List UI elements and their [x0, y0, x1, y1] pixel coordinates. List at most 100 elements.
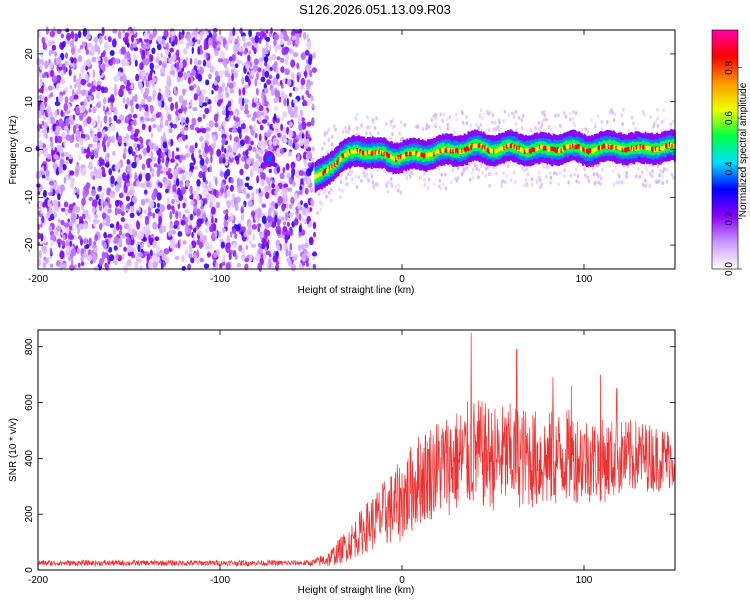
spectrogram-halo-cell — [498, 120, 501, 125]
spectrogram-noise-cell — [103, 41, 109, 51]
spectrogram-noise-cell — [144, 104, 149, 112]
spectrogram-signal-cell — [546, 145, 549, 150]
spectrogram-noise-cell — [95, 194, 100, 201]
spectrogram-halo-cell — [320, 202, 323, 207]
spectrogram-noise-cell — [253, 111, 258, 119]
spectrogram-signal-cell — [375, 151, 378, 156]
spectrogram-noise-cell — [98, 157, 103, 164]
spectrogram-noise-cell — [134, 59, 138, 67]
spectrogram-noise-cell — [233, 136, 240, 143]
spectrogram-noise-cell — [80, 78, 87, 86]
spectrogram-noise-cell — [252, 146, 257, 152]
spectrogram-noise-cell — [135, 73, 140, 82]
spectrogram-signal-cell — [639, 144, 642, 149]
spectrogram-noise-cell — [96, 131, 102, 139]
spectrogram-noise-cell — [91, 199, 98, 209]
spectrogram-noise-cell — [234, 63, 239, 68]
spectrogram-signal-cell — [412, 150, 415, 156]
spectrogram-halo-cell — [661, 181, 664, 186]
spectrogram-noise-cell — [212, 134, 216, 142]
spectrogram-noise-cell — [38, 88, 44, 94]
spectrogram-noise-cell — [146, 224, 150, 232]
spectrogram-noise-cell — [276, 73, 280, 80]
spectrogram-halo-cell — [563, 164, 567, 168]
spectrogram-halo-cell — [341, 129, 345, 134]
spectrogram-halo-cell — [553, 171, 556, 176]
spectrogram-noise-cell — [39, 63, 43, 71]
spectrogram-noise-cell — [86, 29, 90, 36]
spectrogram-noise-cell — [157, 163, 162, 171]
spectrogram-halo-cell — [434, 122, 438, 127]
spectrogram-noise-cell — [146, 182, 151, 187]
spectrogram-noise-cell — [282, 94, 288, 99]
spectrogram-noise-cell — [94, 234, 98, 242]
spectrogram-noise-cell — [114, 260, 118, 266]
spectrogram-halo-cell — [569, 117, 572, 122]
spectrogram-noise-cell — [197, 230, 202, 236]
spectrogram-noise-cell — [202, 175, 206, 183]
spectrogram-noise-cell — [224, 213, 229, 221]
spectrogram-noise-cell — [47, 40, 52, 47]
spectrogram-noise-cell — [125, 237, 132, 246]
spectrogram-noise-cell — [63, 201, 69, 208]
spectrogram-noise-cell — [231, 128, 237, 134]
spectrogram-noise-cell — [189, 85, 194, 91]
spectrogram-halo-cell — [503, 180, 507, 184]
spectrogram-signal-cell — [425, 152, 428, 158]
spectrogram-noise-cell — [312, 221, 317, 230]
spectrogram-noise-cell — [78, 112, 84, 121]
spectrogram-signal-cell — [542, 146, 545, 151]
spectrogram-halo-cell — [321, 191, 325, 196]
spectrogram-noise-cell — [213, 113, 219, 123]
spectrogram-noise-cell — [71, 259, 74, 267]
spectrogram-noise-cell — [167, 96, 173, 103]
spectrogram-halo-cell — [662, 118, 666, 123]
spectrogram-halo-cell — [372, 118, 375, 123]
spectrogram-noise-cell — [241, 248, 245, 256]
spectrogram-halo-cell — [403, 123, 406, 127]
spectrogram-signal-cell — [457, 149, 460, 154]
spectrogram-noise-cell — [309, 187, 314, 193]
spectrogram-noise-cell — [225, 168, 231, 177]
spectrogram-halo-cell — [339, 195, 342, 200]
spectrogram-halo-cell — [520, 126, 524, 131]
spectrogram-halo-cell — [387, 180, 390, 185]
spectrogram-noise-cell — [238, 88, 242, 96]
spectrogram-noise-cell — [148, 125, 152, 133]
spectrogram-noise-cell — [225, 245, 231, 253]
spectrogram-noise-cell — [113, 114, 118, 122]
spectrogram-halo-cell — [542, 117, 546, 122]
spectrogram-halo-cell — [454, 176, 458, 181]
spectrogram-noise-cell — [133, 46, 139, 52]
spectrogram-halo-cell — [608, 110, 612, 115]
spectrogram-noise-cell — [264, 61, 268, 67]
spectrogram-halo-cell — [339, 179, 343, 184]
spectrogram-noise-cell — [175, 211, 179, 220]
spectrogram-noise-cell — [189, 124, 195, 130]
spectrogram-noise-cell — [223, 63, 228, 69]
spectrogram-noise-cell — [157, 202, 160, 208]
spectrogram-noise-cell — [146, 162, 151, 169]
spectrogram-noise-cell — [311, 117, 315, 127]
spectrogram-noise-cell — [98, 185, 102, 191]
spectrogram-halo-cell — [576, 174, 580, 179]
spectrogram-noise-cell — [52, 123, 56, 132]
spectrogram-signal-cell — [495, 148, 498, 153]
spectrogram-noise-cell — [295, 39, 300, 45]
spectrogram-signal-cell — [494, 149, 497, 154]
spectrogram-noise-cell — [292, 52, 299, 58]
spectrogram-noise-cell — [57, 218, 61, 223]
spectrogram-noise-cell — [58, 242, 61, 248]
spectrogram-noise-cell — [63, 90, 66, 95]
spectrogram-noise-cell — [144, 217, 150, 226]
spectrogram-halo-cell — [514, 179, 517, 184]
spectrogram-noise-cell — [285, 57, 288, 66]
spectrogram-halo-cell — [630, 115, 634, 120]
spectrogram-noise-cell — [191, 68, 196, 76]
spectrogram-noise-cell — [88, 237, 92, 247]
spectrogram-noise-cell — [242, 151, 246, 157]
spectrogram-halo-cell — [423, 183, 427, 187]
spectrogram-noise-cell — [199, 154, 203, 160]
spectrogram-halo-cell — [657, 179, 661, 184]
spectrogram-noise-cell — [312, 146, 315, 152]
